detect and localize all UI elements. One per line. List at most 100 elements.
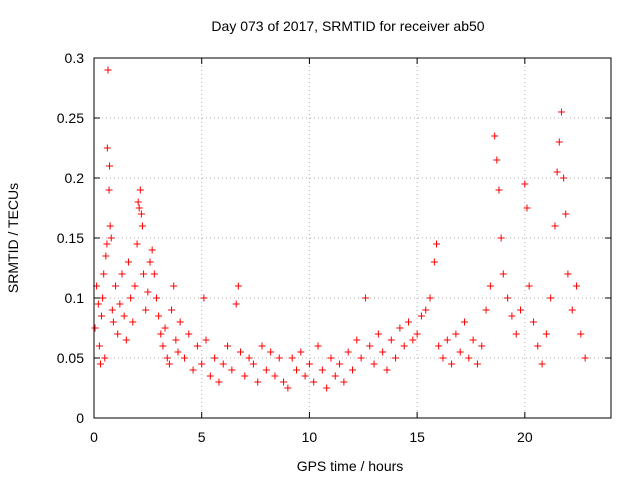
data-point xyxy=(198,360,206,368)
data-point xyxy=(301,372,309,380)
grid xyxy=(94,58,611,418)
data-point xyxy=(555,138,563,146)
x-tick-label: 20 xyxy=(517,429,533,445)
data-point xyxy=(135,204,143,212)
data-point xyxy=(336,360,344,368)
data-point xyxy=(280,378,288,386)
data-point xyxy=(134,198,142,206)
data-point xyxy=(150,270,158,278)
data-point xyxy=(144,288,152,296)
data-point xyxy=(159,342,167,350)
data-point xyxy=(157,330,165,338)
data-point xyxy=(122,336,130,344)
data-point xyxy=(215,378,223,386)
data-point xyxy=(245,354,253,362)
data-point xyxy=(430,258,438,266)
data-point xyxy=(542,330,550,338)
y-tick-label: 0 xyxy=(76,410,84,426)
axis-ticks: 0 5 10 15 20 0 0.05 0.1 0.15 0.2 0.25 0.3 xyxy=(57,50,611,445)
data-point xyxy=(534,342,542,350)
data-point xyxy=(405,318,413,326)
data-point xyxy=(200,294,208,302)
x-tick-label: 10 xyxy=(302,429,318,445)
data-point xyxy=(562,210,570,218)
data-point xyxy=(504,294,512,302)
data-point xyxy=(124,258,132,266)
data-point xyxy=(448,360,456,368)
data-point xyxy=(525,282,533,290)
data-point xyxy=(170,282,178,290)
data-point xyxy=(284,384,292,392)
data-point xyxy=(176,318,184,326)
data-point xyxy=(529,318,537,326)
data-point xyxy=(478,342,486,350)
data-point xyxy=(557,108,565,116)
data-point xyxy=(417,312,425,320)
data-point xyxy=(461,318,469,326)
data-point xyxy=(129,318,137,326)
data-point xyxy=(456,348,464,356)
data-point xyxy=(148,246,156,254)
data-point xyxy=(482,306,490,314)
data-point xyxy=(497,234,505,242)
data-point xyxy=(106,222,114,230)
data-point xyxy=(116,300,124,308)
x-axis-label: GPS time / hours xyxy=(297,458,404,474)
data-point xyxy=(95,342,103,350)
data-point xyxy=(499,270,507,278)
data-point xyxy=(493,156,501,164)
data-point xyxy=(573,282,581,290)
data-points xyxy=(91,66,589,392)
data-point xyxy=(180,354,188,362)
data-point xyxy=(98,312,106,320)
data-point xyxy=(133,240,141,248)
data-point xyxy=(174,348,182,356)
data-point xyxy=(547,294,555,302)
data-point xyxy=(219,360,227,368)
data-point xyxy=(271,372,279,380)
data-point xyxy=(331,372,339,380)
data-point xyxy=(387,336,395,344)
data-point xyxy=(228,366,236,374)
data-point xyxy=(155,312,163,320)
data-point xyxy=(185,330,193,338)
data-point xyxy=(374,330,382,338)
data-point xyxy=(426,294,434,302)
data-point xyxy=(379,348,387,356)
data-point xyxy=(392,354,400,362)
data-point xyxy=(521,180,529,188)
data-point xyxy=(469,336,477,344)
data-point xyxy=(275,354,283,362)
data-point xyxy=(327,354,335,362)
data-point xyxy=(241,372,249,380)
data-point xyxy=(568,306,576,314)
data-point xyxy=(96,360,104,368)
data-point xyxy=(409,336,417,344)
data-point xyxy=(452,330,460,338)
data-point xyxy=(443,336,451,344)
data-point xyxy=(146,258,154,266)
data-point xyxy=(106,162,114,170)
data-point xyxy=(131,282,139,290)
data-point xyxy=(114,330,122,338)
data-point xyxy=(551,222,559,230)
data-point xyxy=(137,210,145,218)
data-point xyxy=(383,366,391,374)
data-point xyxy=(99,294,107,302)
y-tick-label: 0.1 xyxy=(65,290,85,306)
data-point xyxy=(189,366,197,374)
data-point xyxy=(136,186,144,194)
data-point xyxy=(107,234,115,242)
data-point xyxy=(318,366,326,374)
data-point xyxy=(396,324,404,332)
data-point xyxy=(370,360,378,368)
data-point xyxy=(357,354,365,362)
data-point xyxy=(202,336,210,344)
data-point xyxy=(108,306,116,314)
data-point xyxy=(236,348,244,356)
data-point xyxy=(104,66,112,74)
data-point xyxy=(538,360,546,368)
data-point xyxy=(267,348,275,356)
data-point xyxy=(344,348,352,356)
data-point xyxy=(105,186,113,194)
